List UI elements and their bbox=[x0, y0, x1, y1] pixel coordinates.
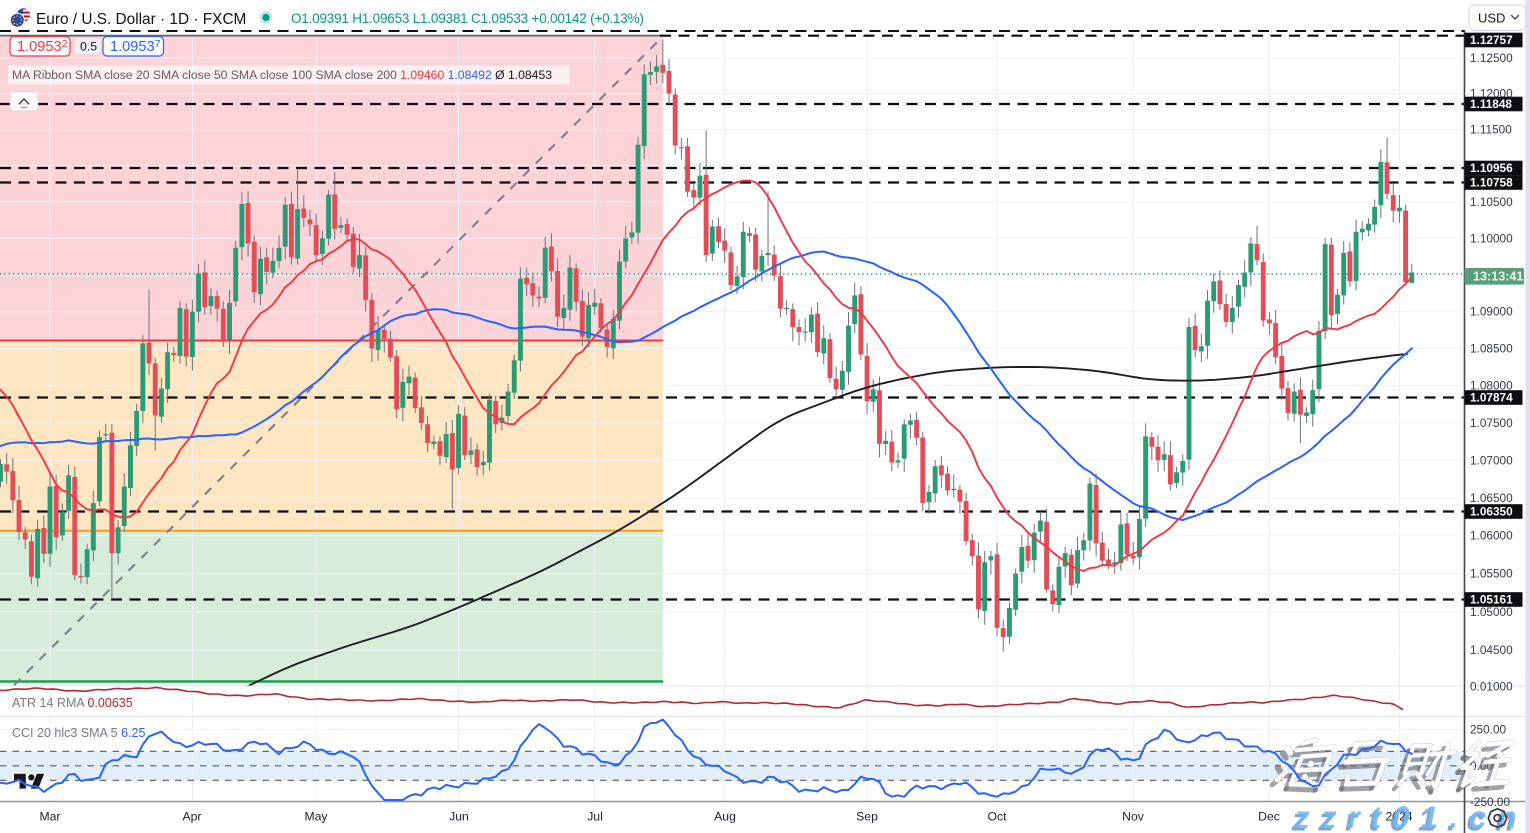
svg-text:1.11500: 1.11500 bbox=[1470, 123, 1512, 137]
svg-text:Mar: Mar bbox=[40, 810, 61, 824]
svg-text:Aug: Aug bbox=[714, 810, 736, 824]
svg-text:1.08500: 1.08500 bbox=[1470, 342, 1513, 356]
svg-text:13:13:41: 13:13:41 bbox=[1473, 270, 1523, 284]
svg-text:2024: 2024 bbox=[1385, 810, 1412, 824]
svg-text:USD: USD bbox=[1478, 11, 1505, 26]
svg-text:O1.09391 H1.09653 L1.09381 C1.: O1.09391 H1.09653 L1.09381 C1.09533 +0.0… bbox=[291, 11, 644, 26]
svg-text:1.09537: 1.09537 bbox=[110, 38, 161, 55]
svg-text:ATR 14 RMA 0.00635: ATR 14 RMA 0.00635 bbox=[12, 696, 133, 710]
svg-text:0.5: 0.5 bbox=[80, 40, 97, 54]
svg-text:1.07874: 1.07874 bbox=[1470, 391, 1513, 405]
svg-text:Nov: Nov bbox=[1122, 810, 1145, 824]
svg-text:Oct: Oct bbox=[988, 810, 1008, 824]
svg-text:1.08000: 1.08000 bbox=[1470, 379, 1513, 393]
svg-text:Apr: Apr bbox=[183, 810, 202, 824]
svg-text:zzrt01.cn: zzrt01.cn bbox=[1293, 799, 1528, 833]
svg-text:1.10500: 1.10500 bbox=[1470, 195, 1513, 209]
svg-text:Dec: Dec bbox=[1258, 810, 1280, 824]
svg-text:1.09000: 1.09000 bbox=[1470, 305, 1513, 319]
svg-text:1.04500: 1.04500 bbox=[1470, 643, 1513, 657]
svg-text:1.12500: 1.12500 bbox=[1470, 51, 1513, 65]
svg-text:1.06000: 1.06000 bbox=[1470, 529, 1513, 543]
svg-text:1.09532: 1.09532 bbox=[17, 38, 68, 55]
svg-text:Sep: Sep bbox=[856, 810, 878, 824]
svg-text:1.07500: 1.07500 bbox=[1470, 416, 1513, 430]
svg-text:1.12757: 1.12757 bbox=[1470, 33, 1513, 47]
svg-text:1.10758: 1.10758 bbox=[1470, 176, 1513, 190]
svg-text:May: May bbox=[304, 810, 328, 824]
svg-text:Euro / U.S. Dollar · 1D · FXCM: Euro / U.S. Dollar · 1D · FXCM bbox=[36, 11, 246, 28]
svg-text:1.05161: 1.05161 bbox=[1470, 593, 1513, 607]
svg-text:1.06500: 1.06500 bbox=[1470, 491, 1513, 505]
svg-text:-250.00: -250.00 bbox=[1470, 795, 1510, 809]
svg-text:Jul: Jul bbox=[587, 810, 603, 824]
svg-text:0.01000: 0.01000 bbox=[1470, 680, 1513, 694]
svg-text:250.00: 250.00 bbox=[1470, 723, 1507, 737]
svg-text:1.10956: 1.10956 bbox=[1470, 161, 1513, 175]
svg-text:1.11848: 1.11848 bbox=[1470, 97, 1512, 111]
svg-text:MA Ribbon SMA close 20 SMA clo: MA Ribbon SMA close 20 SMA close 50 SMA … bbox=[12, 68, 552, 82]
svg-text:1.06350: 1.06350 bbox=[1470, 505, 1513, 519]
svg-text:1.07000: 1.07000 bbox=[1470, 453, 1513, 467]
svg-text:1.05000: 1.05000 bbox=[1470, 605, 1513, 619]
svg-text:1.05500: 1.05500 bbox=[1470, 567, 1513, 581]
svg-text:Jun: Jun bbox=[449, 810, 469, 824]
svg-text:1.10000: 1.10000 bbox=[1470, 231, 1513, 245]
svg-text:CCI 20 hlc3 SMA 5 6.25: CCI 20 hlc3 SMA 5 6.25 bbox=[12, 726, 145, 740]
svg-text:zzrt01.cn: zzrt01.cn bbox=[1291, 802, 1526, 833]
